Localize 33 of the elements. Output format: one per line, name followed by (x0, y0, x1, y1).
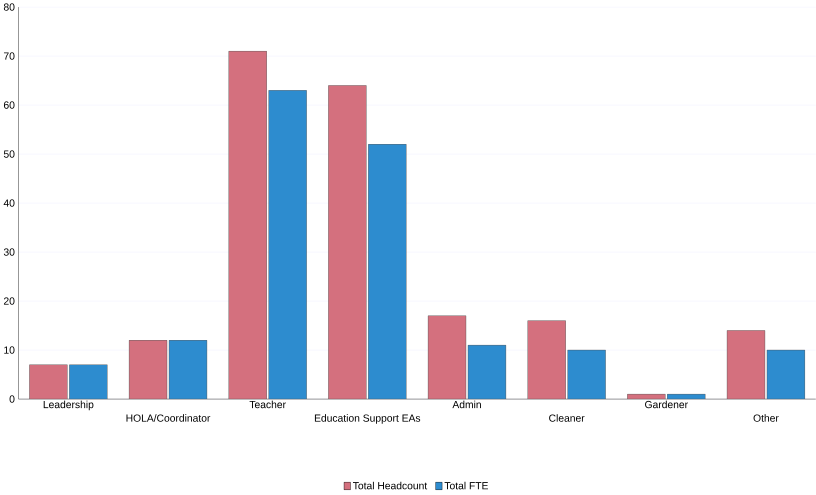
bar (368, 144, 406, 400)
x-tick-label: Gardener (645, 400, 688, 408)
x-tick-label: HOLA/Coordinator (126, 414, 210, 422)
bar (328, 85, 367, 400)
x-tick-label: Cleaner (549, 414, 585, 422)
y-tick-label: 10 (4, 346, 14, 354)
y-tick-label: 0 (10, 395, 15, 403)
bar (766, 350, 806, 400)
bar (268, 90, 307, 400)
legend-label: Total FTE (444, 482, 488, 490)
bar (468, 345, 506, 400)
x-tick-label: Education Support EAs (314, 414, 420, 424)
bar (726, 330, 766, 400)
x-tick-label: Leadership (44, 400, 94, 410)
y-tick-label: 70 (4, 52, 14, 60)
bar (528, 320, 566, 400)
y-tick-label: 20 (4, 297, 14, 305)
y-tick-label: 50 (4, 150, 14, 158)
y-tick-label: 80 (4, 3, 14, 11)
x-tick-label: Teacher (250, 400, 286, 408)
bar (228, 51, 267, 400)
bar (29, 364, 68, 400)
bar (128, 340, 168, 400)
bar (567, 350, 606, 400)
bar (168, 340, 208, 400)
y-tick-label: 40 (4, 199, 14, 207)
x-tick-label: Admin (452, 400, 481, 408)
bar (69, 364, 108, 400)
legend-label: Total Headcount (352, 482, 428, 490)
y-tick-label: 60 (4, 101, 14, 109)
y-tick-label: 30 (4, 248, 14, 256)
x-tick-label: Other (754, 414, 779, 422)
bar (428, 316, 466, 400)
